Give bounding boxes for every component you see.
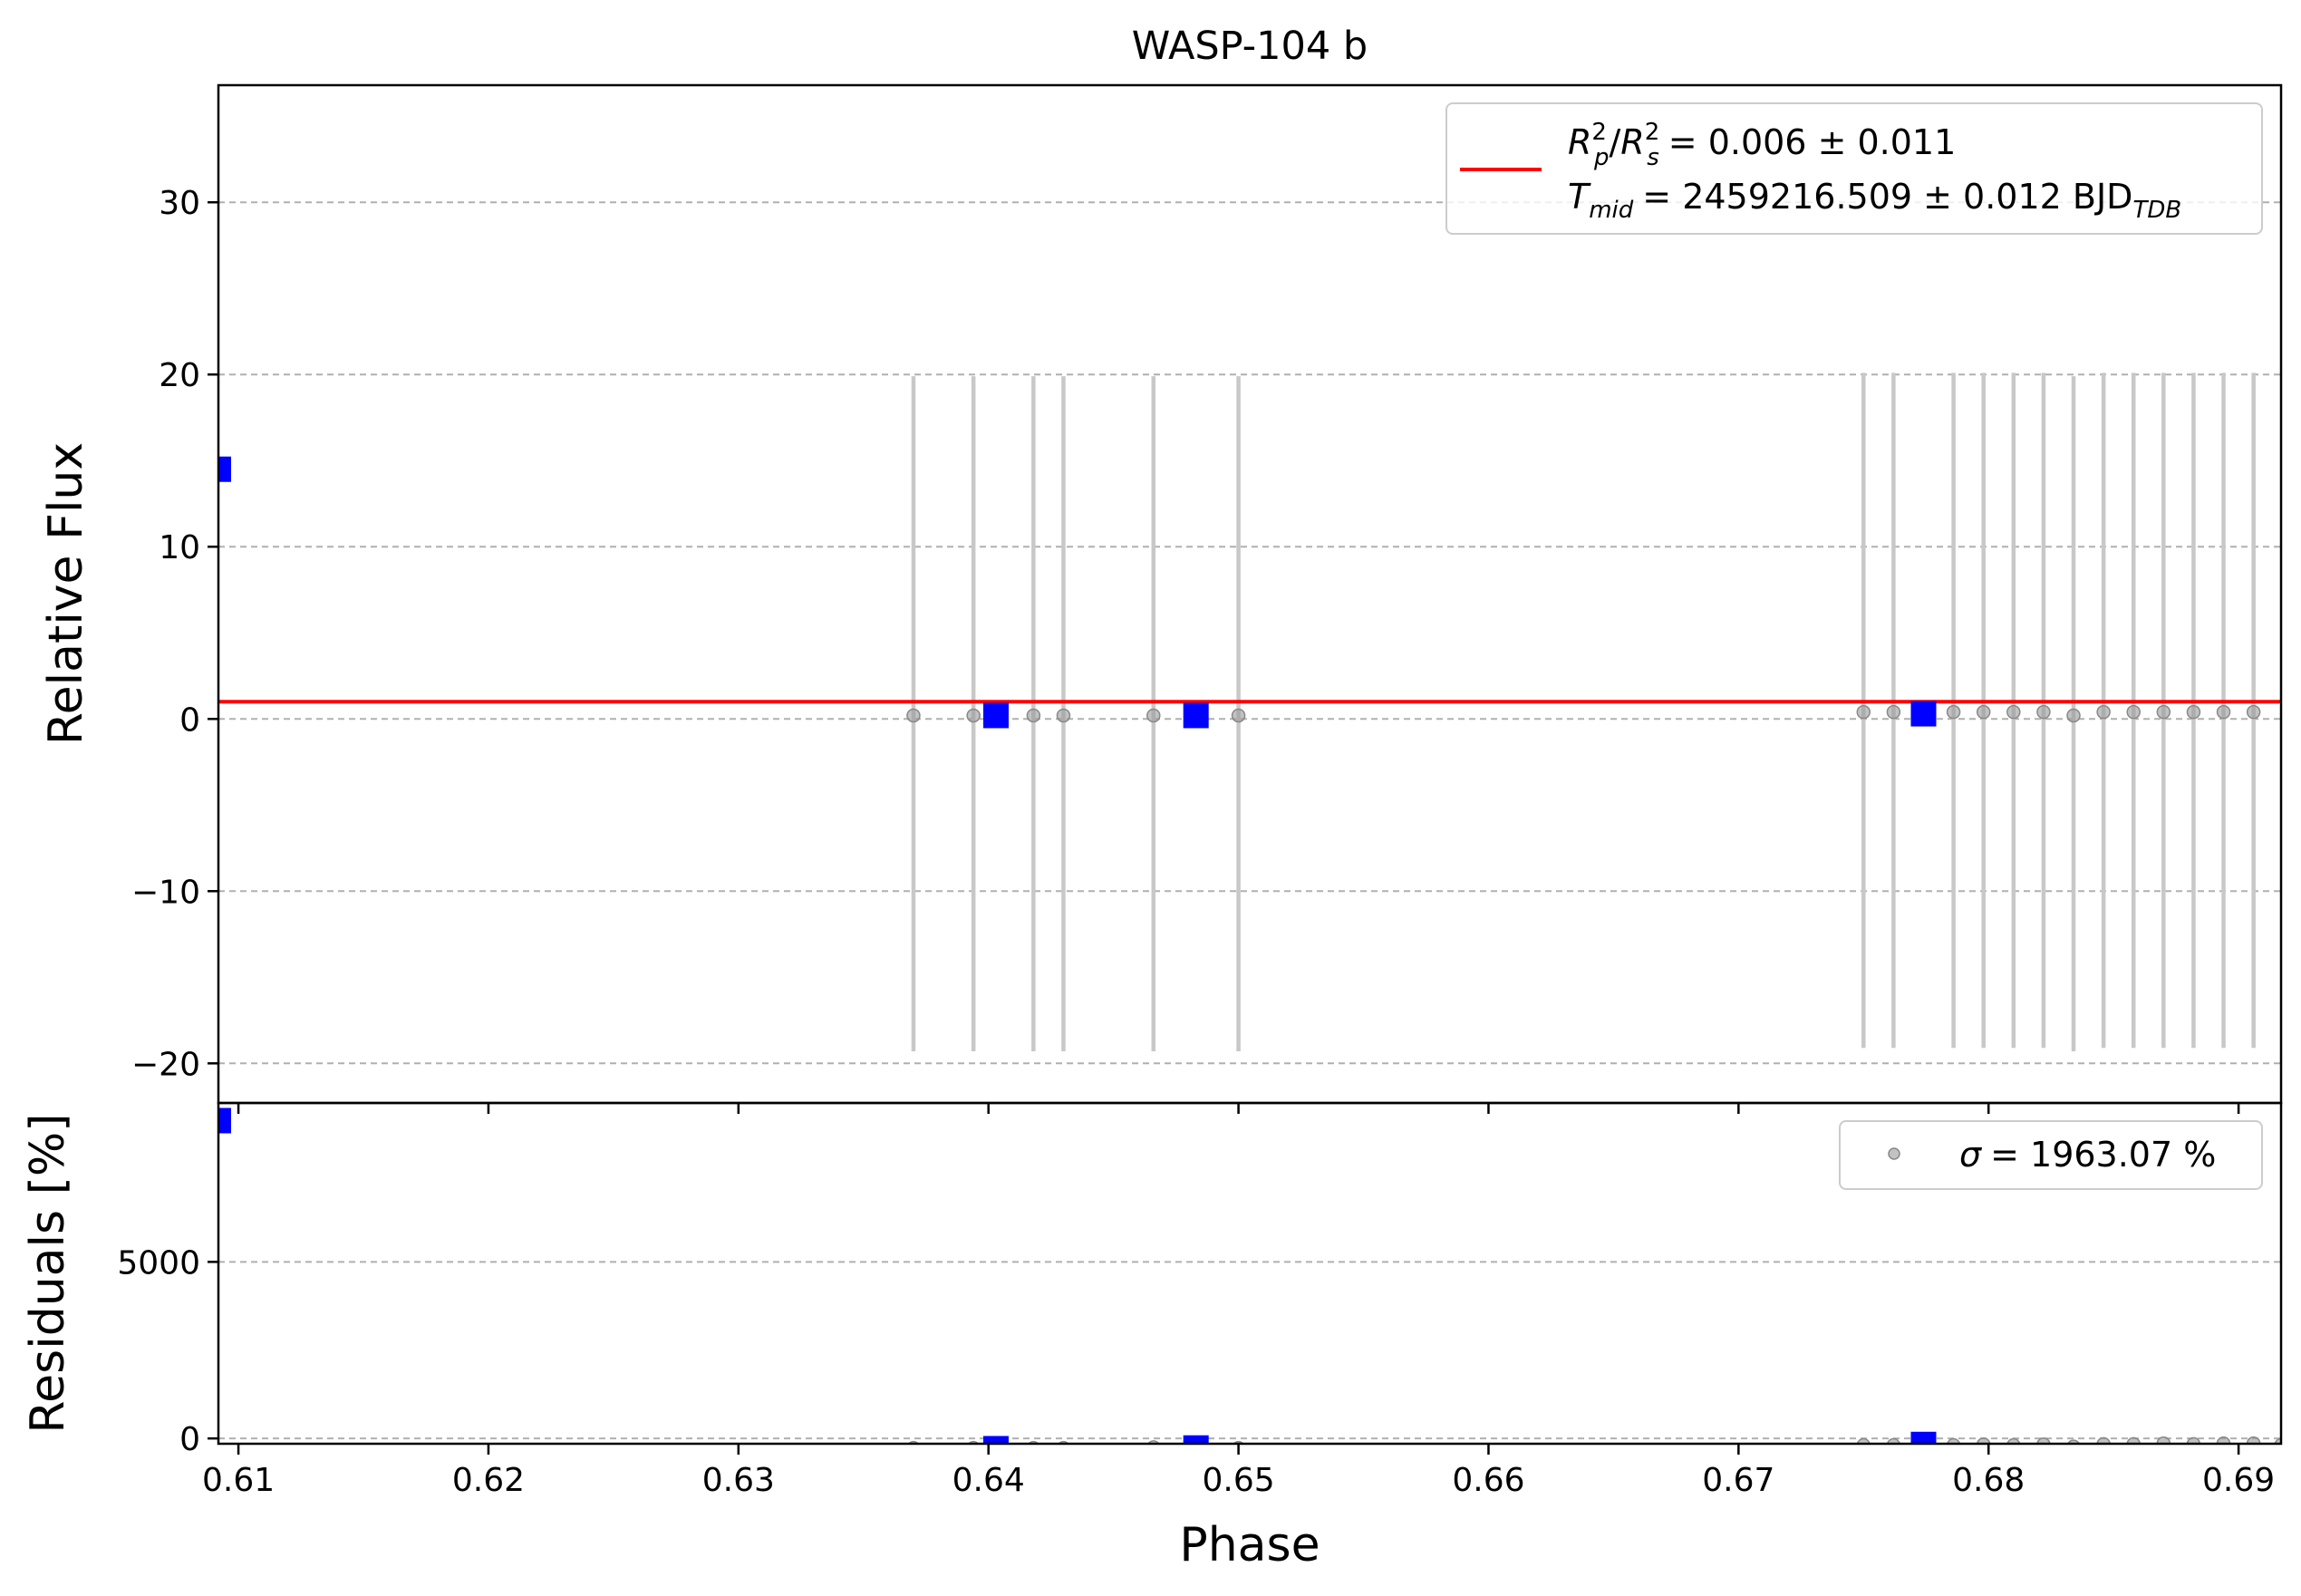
main-legend: R2 p/R2 s = 0.006 ± 0.011 Tmid = 2459216.509…	[1445, 102, 2263, 235]
legend-tmid-value: = 2459216.509 ± 0.012 BJD	[1642, 177, 2132, 217]
y-tick-label: −20	[131, 1046, 200, 1083]
binned-point	[982, 1436, 1009, 1444]
x-tick-label: 0.67	[1702, 1462, 1774, 1499]
x-tick-label: 0.62	[452, 1462, 525, 1499]
legend-rp-rs-text: R2 p/R2 s = 0.006 ± 0.011	[1568, 119, 1956, 171]
main-panel: −20 −10 0 10 20 30 Relative Flux R2 p/R2 s = 0.0…	[39, 83, 2283, 1114]
binned-point	[982, 702, 1009, 729]
main-legend-box	[1445, 102, 2263, 235]
data-point	[2126, 1436, 2141, 1444]
y-tick-label: −10	[131, 874, 200, 911]
data-point	[1146, 708, 1161, 723]
residual-y-axis-label: Residuals [%]	[21, 1113, 75, 1433]
y-tick-label: 30	[159, 185, 200, 222]
legend-rp-rs-value: = 0.006 ± 0.011	[1668, 122, 1957, 162]
data-point	[2066, 1439, 2081, 1444]
residual-points	[907, 1436, 2281, 1444]
main-gridlines	[218, 201, 2281, 1065]
residual-x-ticks: 0.61 0.62 0.63 0.64 0.65 0.66 0.67 0.68 0.69	[202, 1444, 2275, 1499]
main-x-ticks	[237, 1103, 2240, 1114]
data-point	[2126, 704, 2141, 720]
data-point	[2274, 1437, 2281, 1444]
x-tick-label: 0.63	[702, 1462, 775, 1499]
binned-point	[218, 456, 231, 482]
binned-point	[218, 1108, 231, 1134]
residual-axes-frame	[217, 1101, 2283, 1446]
data-point	[906, 708, 921, 723]
data-point	[2096, 704, 2111, 720]
legend-tmid-unit-subscript: TDB	[2132, 197, 2181, 224]
data-point	[1026, 708, 1041, 723]
main-y-axis-label: Relative Flux	[39, 442, 93, 745]
legend-sigma-symbol: σ	[1959, 1135, 1983, 1175]
x-tick-label: 0.61	[202, 1462, 275, 1499]
legend-sigma-value: = 1963.07 %	[1990, 1135, 2216, 1175]
data-point	[1946, 704, 1961, 720]
y-tick-label: 5000	[117, 1244, 200, 1282]
data-point	[1976, 1437, 1991, 1444]
data-point	[2006, 704, 2021, 720]
data-point	[2036, 704, 2051, 720]
legend-tmid-text: Tmid = 2459216.509 ± 0.012 BJDTDB	[1568, 177, 2181, 224]
flux-points	[906, 704, 2261, 723]
chart-title: WASP-104 b	[1132, 24, 1368, 69]
data-point	[2036, 1437, 2051, 1444]
data-point	[966, 708, 981, 723]
binned-point	[1910, 1431, 1937, 1444]
residual-legend: σ = 1963.07 %	[1839, 1120, 2263, 1190]
y-tick-label: 0	[179, 1421, 200, 1458]
main-y-ticks: −20 −10 0 10 20 30	[131, 185, 218, 1083]
data-point	[1886, 704, 1901, 720]
residual-legend-box	[1839, 1120, 2263, 1190]
y-tick-label: 20	[159, 357, 200, 394]
data-point	[1856, 704, 1871, 720]
data-point	[1947, 1437, 1961, 1444]
data-point	[1056, 708, 1071, 723]
legend-tmid-symbol: T	[1568, 177, 1591, 217]
x-tick-label: 0.66	[1452, 1462, 1524, 1499]
data-point	[1976, 704, 1991, 720]
x-tick-label: 0.64	[952, 1462, 1025, 1499]
legend-sigma-text: σ = 1963.07 %	[1959, 1135, 2216, 1175]
data-point	[1856, 1437, 1871, 1444]
data-point	[2186, 704, 2201, 720]
main-axes-frame	[217, 83, 2283, 1105]
data-point	[2246, 704, 2261, 720]
data-point	[2216, 704, 2231, 720]
binned-point	[1183, 702, 1209, 729]
data-point	[2186, 1436, 2201, 1444]
data-point	[2156, 704, 2171, 720]
flux-binned-points	[218, 456, 1937, 729]
binned-point	[1183, 1435, 1209, 1444]
residual-binned-points	[218, 1108, 1937, 1444]
x-axis-label: Phase	[1179, 1518, 1320, 1572]
x-tick-label: 0.69	[2202, 1462, 2275, 1499]
data-point	[2066, 708, 2081, 723]
data-point	[1231, 708, 1246, 723]
data-point	[2096, 1436, 2111, 1444]
binned-point	[1910, 701, 1937, 727]
x-tick-label: 0.65	[1203, 1462, 1275, 1499]
x-tick-label: 0.68	[1952, 1462, 2025, 1499]
data-point	[2006, 1437, 2021, 1444]
legend-residual-marker	[1888, 1147, 1900, 1160]
residual-gridlines	[218, 1261, 2281, 1440]
legend-tmid-subscript: mid	[1589, 197, 1634, 224]
residual-y-ticks: 0 5000	[117, 1244, 218, 1458]
data-point	[1886, 1437, 1900, 1444]
flux-error-bars	[911, 372, 2256, 1051]
y-tick-label: 0	[179, 701, 200, 739]
y-tick-label: 10	[159, 529, 200, 566]
